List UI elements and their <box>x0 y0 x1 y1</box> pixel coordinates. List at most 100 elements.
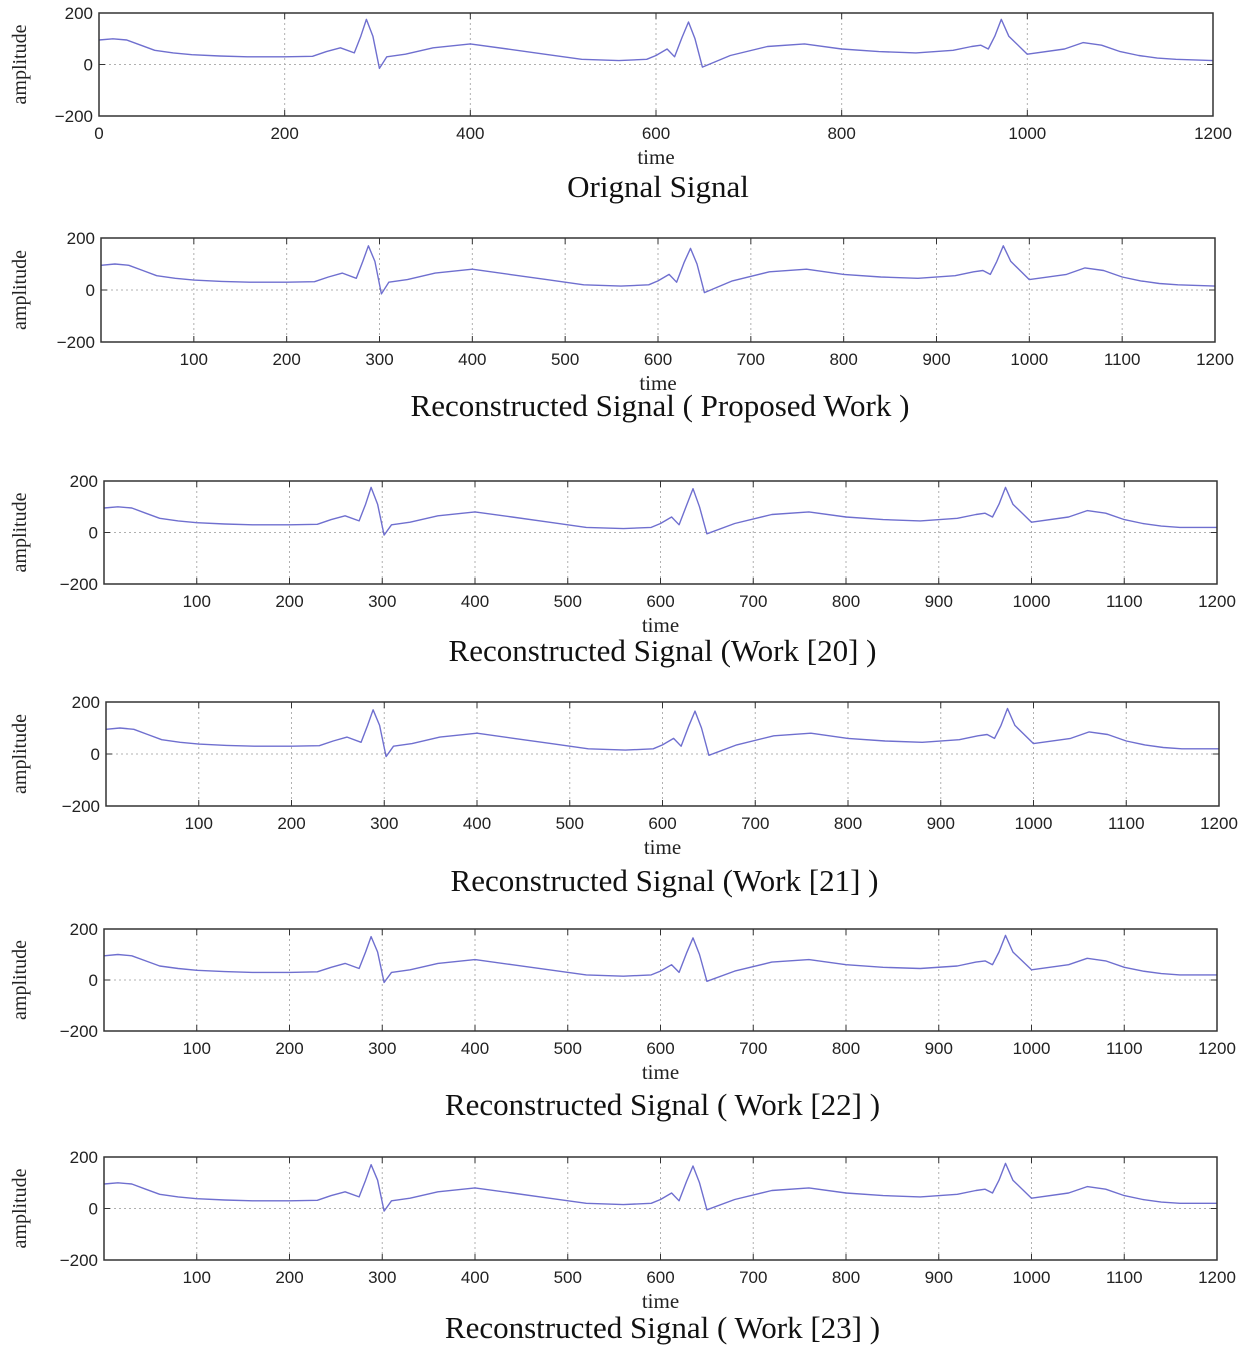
y-tick-label: −200 <box>60 1022 98 1041</box>
x-tick-label: 1100 <box>1106 1268 1143 1287</box>
x-tick-label: 1200 <box>1196 350 1234 369</box>
x-tick-label: 300 <box>370 814 398 833</box>
x-tick-label: 900 <box>925 1039 953 1058</box>
x-tick-label: 1100 <box>1108 814 1145 833</box>
y-tick-label: −200 <box>60 575 98 594</box>
y-tick-label: 200 <box>72 693 100 712</box>
x-tick-label: 800 <box>829 350 857 369</box>
x-tick-label: 1100 <box>1104 350 1141 369</box>
x-tick-label: 200 <box>275 1268 303 1287</box>
x-tick-label: 500 <box>554 1268 582 1287</box>
y-tick-label: 0 <box>89 1200 98 1219</box>
subplot-0: 0 200 400 600 800 1000 12002000−200timeamplitu… <box>9 4 1232 204</box>
x-tick-label: 1200 <box>1194 124 1232 143</box>
chart-title: Reconstructed Signal ( Proposed Work ) <box>411 388 910 423</box>
subplot-4: 100 200 300 400 500 600 700 800 900 1000 1100 1200 2… <box>9 920 1236 1122</box>
y-axis-label: amplitude <box>9 714 31 794</box>
x-tick-label: 700 <box>741 814 769 833</box>
x-tick-label: 800 <box>832 1268 860 1287</box>
y-tick-label: −200 <box>62 797 100 816</box>
x-tick-label: 1000 <box>1008 124 1046 143</box>
x-tick-label: 400 <box>456 124 484 143</box>
x-tick-label: 600 <box>642 124 670 143</box>
chart-title: Reconstructed Signal (Work [20] ) <box>449 633 877 668</box>
x-tick-label: 200 <box>275 592 303 611</box>
x-axis-label: time <box>642 1060 679 1084</box>
x-tick-label: 600 <box>646 592 674 611</box>
y-tick-label: 200 <box>70 920 98 939</box>
signal-line <box>103 934 1217 984</box>
x-tick-label: 600 <box>646 1268 674 1287</box>
chart-title: Reconstructed Signal ( Work [22] ) <box>445 1087 880 1122</box>
x-tick-label: 1100 <box>1106 1039 1143 1058</box>
x-tick-label: 500 <box>554 592 582 611</box>
y-tick-label: 200 <box>67 229 95 248</box>
x-tick-label: 0 <box>94 124 103 143</box>
subplot-1: 100 200 300 400 500 600 700 800 900 1000 1100 1200 2… <box>9 229 1234 423</box>
x-tick-label: 200 <box>270 124 298 143</box>
x-tick-label: 100 <box>183 1039 211 1058</box>
x-tick-label: 800 <box>827 124 855 143</box>
y-tick-label: −200 <box>57 333 95 352</box>
x-tick-label: 200 <box>272 350 300 369</box>
chart-title: Orignal Signal <box>567 169 749 204</box>
x-axis-label: time <box>637 145 674 169</box>
x-tick-label: 700 <box>739 592 767 611</box>
x-tick-label: 900 <box>925 1268 953 1287</box>
x-axis-label: time <box>639 371 676 395</box>
x-tick-label: 800 <box>832 1039 860 1058</box>
x-tick-label: 500 <box>554 1039 582 1058</box>
x-tick-label: 200 <box>275 1039 303 1058</box>
y-axis-label: amplitude <box>9 24 31 104</box>
x-tick-label: 700 <box>739 1039 767 1058</box>
x-tick-label: 900 <box>925 592 953 611</box>
x-tick-label: 100 <box>180 350 208 369</box>
x-tick-label: 1000 <box>1015 814 1053 833</box>
y-axis-label: amplitude <box>9 492 31 572</box>
y-tick-label: 0 <box>86 281 95 300</box>
x-tick-label: 1000 <box>1010 350 1048 369</box>
x-tick-label: 800 <box>834 814 862 833</box>
x-tick-label: 500 <box>551 350 579 369</box>
x-tick-label: 400 <box>463 814 491 833</box>
subplot-5: 100 200 300 400 500 600 700 800 900 1000 1100 1200 2… <box>9 1148 1236 1345</box>
y-tick-label: 200 <box>65 4 93 23</box>
y-tick-label: 200 <box>70 472 98 491</box>
y-tick-label: −200 <box>60 1251 98 1270</box>
x-tick-label: 1200 <box>1198 1039 1236 1058</box>
x-tick-label: 200 <box>277 814 305 833</box>
x-tick-label: 300 <box>365 350 393 369</box>
x-tick-label: 900 <box>927 814 955 833</box>
signal-line <box>100 245 1216 295</box>
y-tick-label: 0 <box>89 971 98 990</box>
x-tick-label: 600 <box>644 350 672 369</box>
y-tick-label: 0 <box>91 745 100 764</box>
x-tick-label: 300 <box>368 592 396 611</box>
y-axis-label: amplitude <box>9 250 31 330</box>
subplot-3: 100 200 300 400 500 600 700 800 900 1000 1100 1200 2… <box>9 693 1238 898</box>
signal-line <box>103 1162 1217 1212</box>
x-tick-label: 700 <box>737 350 765 369</box>
x-tick-label: 400 <box>461 1039 489 1058</box>
x-tick-label: 100 <box>185 814 213 833</box>
x-tick-label: 1000 <box>1013 1268 1051 1287</box>
y-tick-label: 0 <box>84 56 93 75</box>
x-tick-label: 400 <box>461 592 489 611</box>
x-axis-label: time <box>642 613 679 637</box>
x-tick-label: 400 <box>458 350 486 369</box>
x-tick-label: 700 <box>739 1268 767 1287</box>
x-tick-label: 1200 <box>1200 814 1238 833</box>
y-axis-label: amplitude <box>9 940 31 1020</box>
signal-line <box>98 18 1214 70</box>
x-tick-label: 600 <box>648 814 676 833</box>
subplot-2: 100 200 300 400 500 600 700 800 900 1000 1100 1200 2… <box>9 472 1236 668</box>
x-axis-label: time <box>642 1289 679 1313</box>
y-tick-label: 200 <box>70 1148 98 1167</box>
x-tick-label: 800 <box>832 592 860 611</box>
x-tick-label: 400 <box>461 1268 489 1287</box>
signal-line <box>105 707 1219 758</box>
x-tick-label: 300 <box>368 1039 396 1058</box>
x-tick-label: 1000 <box>1013 1039 1051 1058</box>
signal-line <box>103 486 1217 536</box>
